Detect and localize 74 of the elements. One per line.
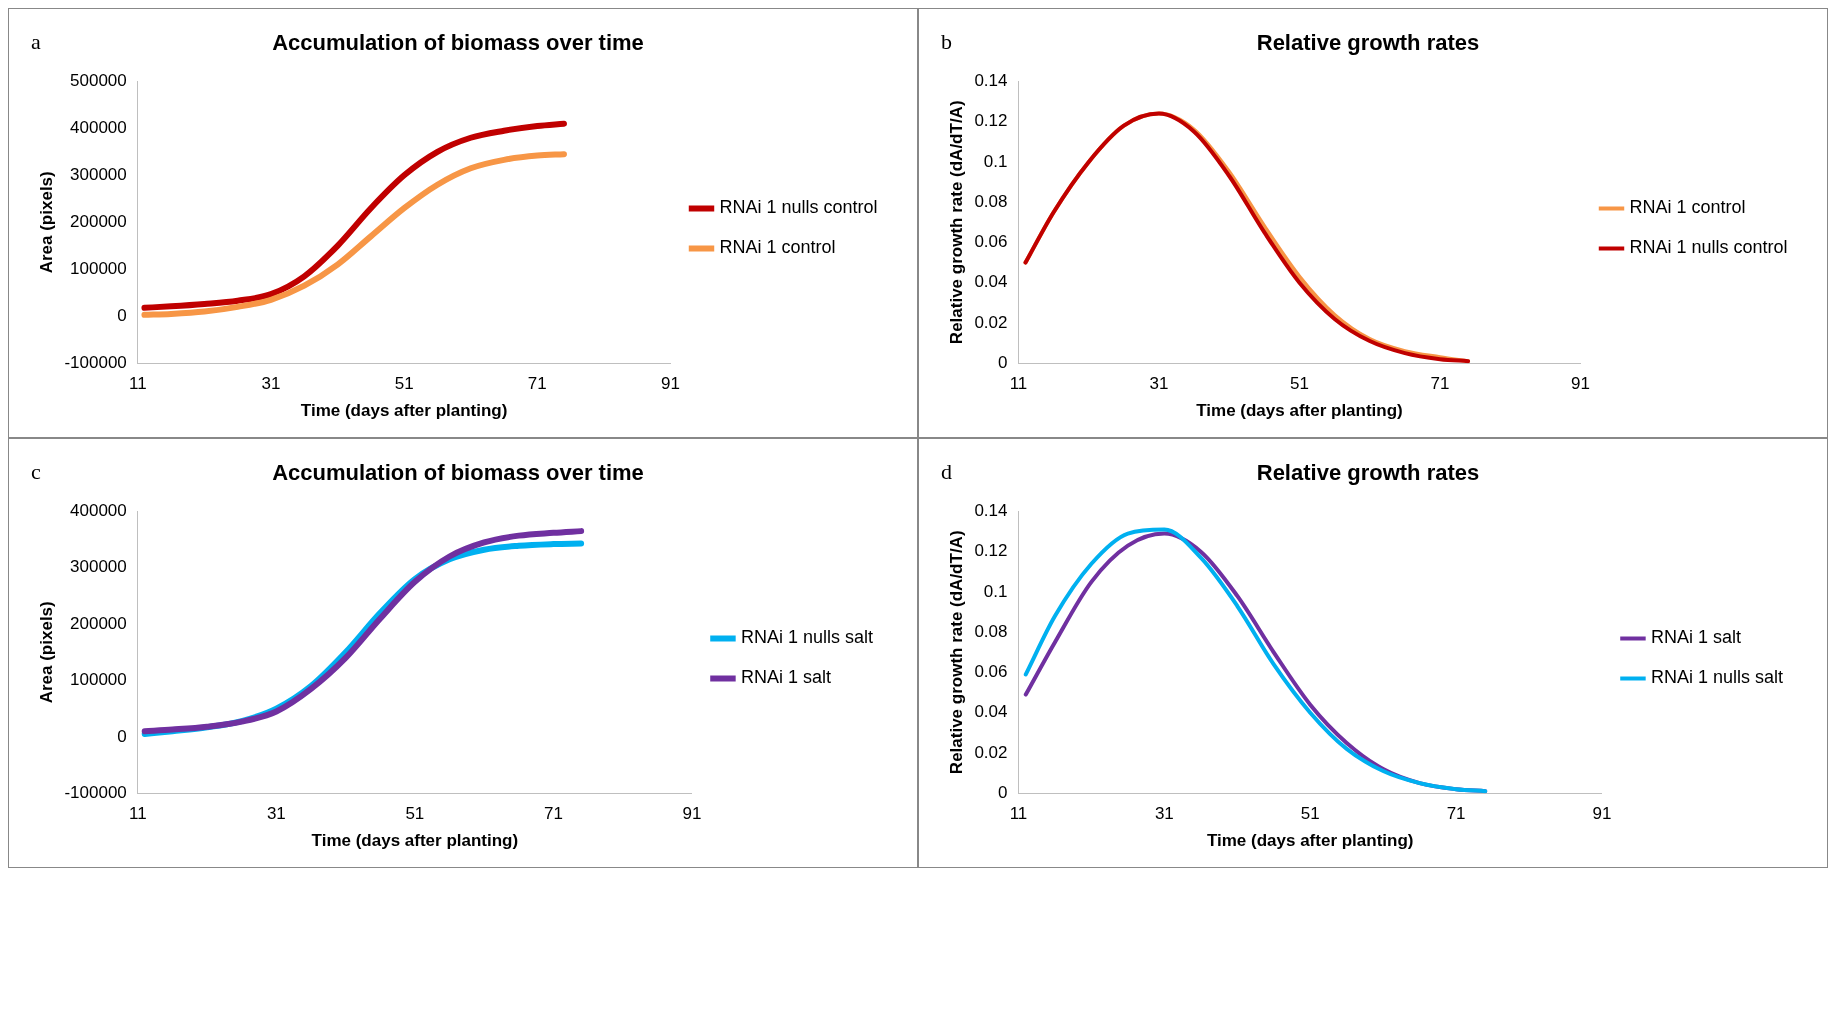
y-tick-label: 0.12: [974, 111, 1008, 131]
x-axis-title: Time (days after planting): [1196, 401, 1403, 421]
text: b: [941, 29, 952, 55]
y-tick-label: 0.04: [974, 272, 1008, 292]
x-tick-label: 31: [1154, 804, 1174, 824]
legend-label: RNAi 1 nulls control: [1629, 237, 1788, 258]
text: d: [941, 459, 952, 485]
y-tick-label: 0.02: [974, 742, 1008, 762]
x-tick-label: 51: [1290, 374, 1309, 394]
x-tick-label: 91: [682, 804, 702, 824]
y-tick-label: 0.08: [974, 191, 1008, 211]
x-tick-label: 31: [261, 374, 281, 394]
y-tick-label: -100000: [64, 352, 127, 372]
legend-label: RNAi 1 control: [1629, 197, 1746, 218]
y-axis-title: Area (pixels): [36, 601, 56, 704]
legend-label: RNAi 1 nulls control: [719, 197, 878, 218]
x-tick-label: 11: [1009, 374, 1028, 394]
y-tick-label: 100000: [70, 258, 127, 278]
y-tick-label: 0.06: [974, 662, 1008, 682]
y-tick-label: 300000: [70, 557, 127, 577]
x-tick-label: 31: [266, 804, 286, 824]
line-series: [1023, 111, 1471, 364]
y-tick-label: 0.12: [974, 541, 1008, 561]
y-tick-label: 0.04: [974, 702, 1008, 722]
y-tick-label: 0: [998, 782, 1008, 802]
y-tick-label: 200000: [70, 211, 127, 231]
y-tick-label: 300000: [70, 165, 127, 185]
text: c: [31, 459, 41, 485]
x-tick-label: 71: [1446, 804, 1466, 824]
y-axis-title: Area (pixels): [36, 171, 56, 274]
y-tick-label: 0: [117, 726, 127, 746]
x-axis-title: Time (days after planting): [311, 831, 519, 851]
y-tick-label: 0.1: [983, 151, 1008, 171]
y-tick-label: 0.02: [974, 312, 1008, 332]
legend-label: RNAi 1 control: [719, 237, 836, 258]
x-axis-title: Time (days after planting): [300, 401, 508, 421]
chart-title: Relative growth rates: [1256, 460, 1480, 486]
x-tick-label: 91: [1571, 374, 1590, 394]
x-tick-label: 11: [128, 374, 147, 394]
legend-label: RNAi 1 nulls salt: [740, 627, 873, 648]
text: a: [31, 29, 41, 55]
legend-label: RNAi 1 salt: [740, 667, 831, 688]
legend-label: RNAi 1 nulls salt: [1650, 667, 1783, 688]
x-tick-label: 51: [405, 804, 425, 824]
y-tick-label: 0.14: [974, 71, 1008, 91]
y-tick-label: 0.1: [983, 581, 1008, 601]
y-axis-title: Relative growth rate (dA/dT/A): [946, 530, 966, 775]
legend-label: RNAi 1 salt: [1650, 627, 1741, 648]
x-tick-label: 51: [394, 374, 414, 394]
x-tick-label: 71: [1430, 374, 1450, 394]
y-tick-label: 0.06: [974, 232, 1008, 252]
x-tick-label: 11: [1009, 804, 1028, 824]
x-tick-label: 91: [1592, 804, 1612, 824]
y-tick-label: -100000: [64, 782, 127, 802]
y-tick-label: 0.14: [974, 501, 1008, 521]
y-tick-label: 400000: [70, 501, 127, 521]
y-axis-title: Relative growth rate (dA/dT/A): [946, 100, 966, 345]
y-tick-label: 500000: [70, 71, 127, 91]
x-tick-label: 91: [661, 374, 680, 394]
x-tick-label: 31: [1149, 374, 1169, 394]
chart-title: Relative growth rates: [1256, 30, 1480, 56]
y-tick-label: 200000: [70, 613, 127, 633]
x-tick-label: 11: [128, 804, 147, 824]
chart-title: Accumulation of biomass over time: [272, 460, 644, 486]
x-tick-label: 71: [527, 374, 547, 394]
x-axis-title: Time (days after planting): [1206, 831, 1414, 851]
x-tick-label: 51: [1300, 804, 1320, 824]
y-tick-label: 0: [117, 305, 127, 325]
x-tick-label: 71: [543, 804, 563, 824]
chart-title: Accumulation of biomass over time: [272, 30, 644, 56]
y-tick-label: 0: [998, 352, 1008, 372]
y-tick-label: 100000: [70, 670, 127, 690]
y-tick-label: 400000: [70, 118, 127, 138]
y-tick-label: 0.08: [974, 621, 1008, 641]
